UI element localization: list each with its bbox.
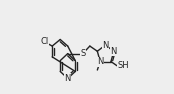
Text: N: N	[97, 57, 103, 66]
Text: Cl: Cl	[40, 37, 49, 46]
Text: S: S	[80, 49, 85, 58]
Text: N: N	[102, 41, 109, 50]
Text: SH: SH	[117, 61, 129, 70]
Text: N: N	[65, 74, 71, 83]
Text: N: N	[111, 47, 117, 56]
